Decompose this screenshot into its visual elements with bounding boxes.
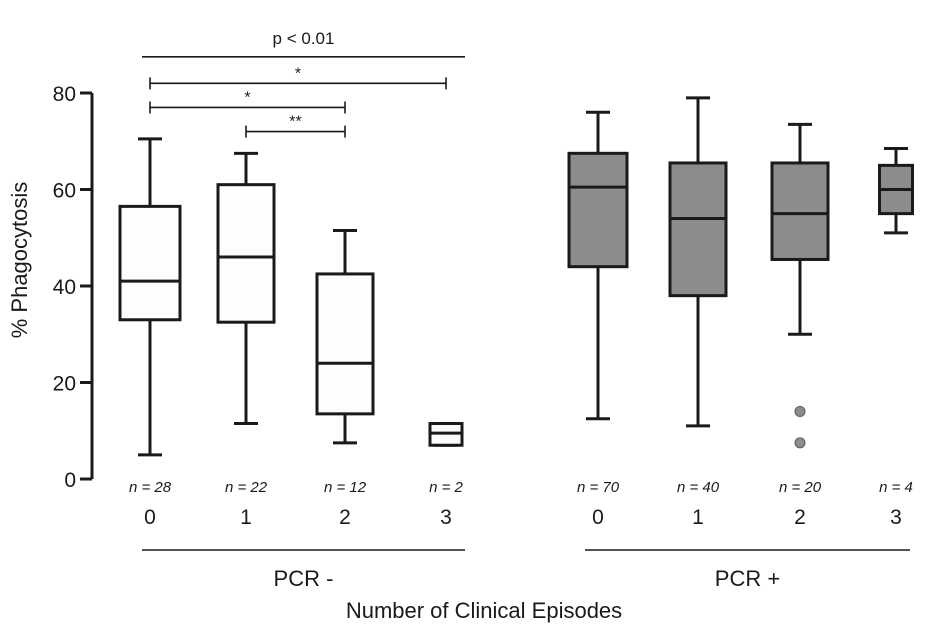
box-iqr [315, 272, 375, 416]
significance-label: * [295, 65, 301, 82]
significance-bar: p < 0.01 [142, 29, 465, 58]
group-label: PCR - [274, 566, 334, 591]
x-axis-labels: n = 28 0 n = 22 1 n = 12 2 n = 2 3 PCR - n = 70 0 n… [129, 479, 913, 591]
sample-size-label: n = 40 [677, 479, 720, 496]
box-plot [567, 110, 629, 421]
sample-size-label: n = 2 [429, 479, 463, 496]
x-tick-label: 3 [440, 506, 452, 529]
sample-size-label: n = 12 [324, 479, 367, 496]
box-iqr [118, 204, 182, 322]
box-plot [315, 229, 375, 445]
x-tick-label: 3 [890, 506, 902, 529]
sample-size-label: n = 22 [225, 479, 268, 496]
y-tick-label: 40 [53, 276, 76, 299]
box-plot [770, 122, 830, 449]
box-plots [118, 96, 914, 457]
outlier-point [794, 437, 806, 449]
box-iqr [668, 161, 728, 298]
sample-size-label: n = 70 [577, 479, 620, 496]
y-axis-title: % Phagocytosis [7, 182, 32, 339]
box-plot [118, 137, 182, 457]
x-tick-label: 0 [592, 506, 604, 529]
box-iqr [770, 161, 830, 261]
box-plot [878, 146, 914, 235]
significance-bar: * [149, 65, 447, 90]
box-iqr [567, 151, 629, 269]
x-tick-label: 0 [144, 506, 156, 529]
significance-bar: * [149, 89, 346, 114]
y-tick-label: 60 [53, 180, 76, 203]
outlier-point [794, 405, 806, 417]
y-tick-label: 20 [53, 373, 76, 396]
box-plot [428, 422, 464, 447]
group-label: PCR + [715, 566, 780, 591]
box-plot [216, 151, 276, 426]
sample-size-label: n = 28 [129, 479, 172, 496]
significance-label: * [244, 89, 250, 106]
y-tick-label: 80 [53, 83, 76, 106]
x-axis-title: Number of Clinical Episodes [346, 598, 622, 623]
x-tick-label: 1 [692, 506, 704, 529]
significance-bar: ** [245, 114, 346, 138]
significance-label: p < 0.01 [273, 29, 335, 48]
y-axis: 0 20 40 60 80 [53, 83, 94, 492]
sample-size-label: n = 20 [779, 479, 822, 496]
significance-annotations: p < 0.01**** [142, 29, 465, 138]
x-tick-label: 1 [240, 506, 252, 529]
box-iqr [216, 183, 276, 324]
sample-size-label: n = 4 [879, 479, 913, 496]
y-tick-label: 0 [64, 469, 76, 492]
x-tick-label: 2 [339, 506, 351, 529]
significance-label: ** [289, 114, 301, 131]
box-plot [668, 96, 728, 428]
x-tick-label: 2 [794, 506, 806, 529]
